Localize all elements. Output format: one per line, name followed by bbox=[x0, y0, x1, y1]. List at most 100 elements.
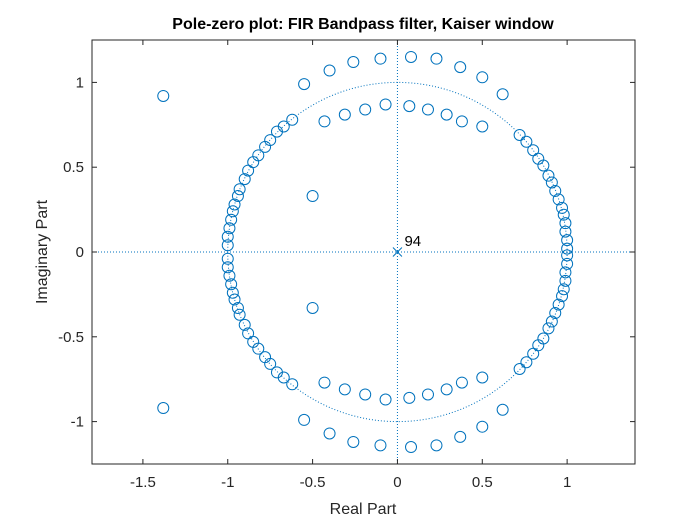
zero-marker bbox=[221, 261, 234, 274]
zero-marker bbox=[242, 164, 255, 177]
zero-marker bbox=[513, 128, 526, 141]
zero-marker bbox=[221, 230, 234, 243]
pole-markers bbox=[392, 247, 403, 257]
zero-marker bbox=[231, 190, 244, 203]
zero-marker bbox=[231, 301, 244, 314]
x-axis-title: Real Part bbox=[330, 501, 397, 518]
zero-marker bbox=[403, 100, 416, 113]
zero-marker bbox=[561, 257, 574, 270]
zero-marker bbox=[306, 190, 319, 203]
zero-marker bbox=[552, 193, 565, 206]
zero-marker bbox=[476, 71, 489, 84]
axis-ticks: -1.5 -1 -0.5 0 0.5 1 -1 -0.5 0 0.5 1 bbox=[58, 40, 635, 491]
zero-marker bbox=[238, 173, 251, 186]
zero-marker bbox=[556, 290, 569, 303]
zero-marker bbox=[323, 427, 336, 440]
zero-marker bbox=[545, 315, 558, 328]
zero-marker bbox=[306, 301, 319, 314]
zero-marker bbox=[552, 298, 565, 311]
zero-marker bbox=[347, 435, 360, 448]
zero-marker bbox=[496, 88, 509, 101]
zero-marker bbox=[549, 184, 562, 197]
zero-marker bbox=[405, 441, 418, 454]
zero-marker bbox=[379, 393, 392, 406]
zero-marker bbox=[270, 366, 283, 379]
zero-marker bbox=[557, 283, 570, 296]
zero-marker bbox=[157, 89, 170, 102]
zero-marker bbox=[298, 78, 311, 91]
pole-multiplicity-label: 94 bbox=[404, 233, 421, 250]
chart-title: Pole-zero plot: FIR Bandpass filter, Kai… bbox=[172, 16, 554, 33]
zero-marker bbox=[559, 217, 572, 230]
zero-marker bbox=[513, 363, 526, 376]
zero-marker bbox=[286, 378, 299, 391]
zero-marker bbox=[359, 103, 372, 116]
zero-marker bbox=[242, 327, 255, 340]
zero-marker bbox=[318, 376, 331, 389]
zero-marker bbox=[221, 252, 234, 265]
zero-marker bbox=[233, 308, 246, 321]
zero-marker bbox=[430, 52, 443, 65]
zero-marker bbox=[226, 205, 239, 218]
zero-marker bbox=[225, 278, 238, 291]
zero-marker bbox=[421, 103, 434, 116]
y-tick-label: 1 bbox=[76, 74, 84, 91]
zero-marker bbox=[298, 413, 311, 426]
zero-marker bbox=[542, 322, 555, 335]
unit-circle bbox=[227, 81, 568, 423]
y-tick-label: 0 bbox=[76, 244, 84, 261]
zero-marker bbox=[238, 318, 251, 331]
zero-marker bbox=[454, 61, 467, 74]
zero-marker bbox=[323, 64, 336, 77]
zero-marker bbox=[455, 115, 468, 128]
zero-marker bbox=[223, 222, 236, 235]
zero-marker bbox=[549, 307, 562, 320]
zero-marker bbox=[403, 391, 416, 404]
zero-marker bbox=[374, 52, 387, 65]
zero-marker bbox=[559, 274, 572, 287]
y-tick-label: 0.5 bbox=[63, 159, 84, 176]
zero-marker bbox=[537, 332, 550, 345]
zero-marker bbox=[228, 198, 241, 211]
zero-marker bbox=[440, 108, 453, 121]
x-tick-label: -1 bbox=[221, 474, 234, 491]
pole-marker bbox=[392, 247, 403, 257]
zero-marker bbox=[561, 242, 574, 255]
guide-lines bbox=[92, 40, 635, 464]
zero-marker bbox=[405, 50, 418, 63]
zero-marker bbox=[228, 293, 241, 306]
zero-marker bbox=[259, 351, 272, 364]
zero-marker bbox=[559, 225, 572, 238]
zero-marker bbox=[455, 376, 468, 389]
zero-marker bbox=[221, 239, 234, 252]
zero-marker bbox=[359, 388, 372, 401]
zero-marker bbox=[520, 356, 533, 369]
zero-marker bbox=[157, 402, 170, 415]
y-axis-title: Imaginary Part bbox=[34, 199, 51, 304]
x-tick-label: 0.5 bbox=[472, 474, 493, 491]
zero-marker bbox=[476, 371, 489, 384]
zero-marker bbox=[454, 430, 467, 443]
y-tick-label: -0.5 bbox=[58, 329, 84, 346]
zero-marker bbox=[226, 286, 239, 299]
zero-marker bbox=[559, 266, 572, 279]
zero-marker bbox=[259, 140, 272, 153]
zero-marker bbox=[557, 208, 570, 221]
zero-marker bbox=[496, 403, 509, 416]
zero-marker bbox=[374, 439, 387, 452]
zero-marker bbox=[542, 169, 555, 182]
zero-marker bbox=[520, 135, 533, 148]
x-tick-label: -1.5 bbox=[130, 474, 156, 491]
zero-marker bbox=[338, 383, 351, 396]
zero-marker bbox=[421, 388, 434, 401]
zero-marker bbox=[537, 159, 550, 172]
zero-marker bbox=[338, 108, 351, 121]
zero-marker bbox=[318, 115, 331, 128]
zero-marker bbox=[270, 125, 283, 138]
zero-marker bbox=[286, 113, 299, 126]
zero-marker bbox=[430, 439, 443, 452]
zero-marker bbox=[561, 249, 574, 262]
zero-marker bbox=[225, 213, 238, 226]
zero-marker bbox=[561, 234, 574, 247]
